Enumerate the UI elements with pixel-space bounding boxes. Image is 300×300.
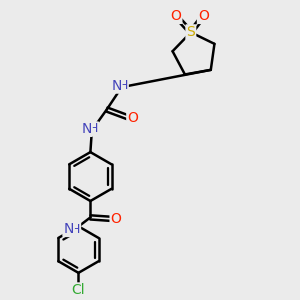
Text: H: H xyxy=(71,223,80,236)
Text: N: N xyxy=(111,79,122,93)
Text: O: O xyxy=(170,9,182,23)
Text: O: O xyxy=(198,9,209,23)
Text: Cl: Cl xyxy=(72,284,85,297)
Text: S: S xyxy=(187,25,195,39)
Text: N: N xyxy=(81,122,92,136)
Text: H: H xyxy=(118,79,128,92)
Text: H: H xyxy=(89,122,98,135)
Text: O: O xyxy=(111,212,122,226)
Text: O: O xyxy=(127,110,138,124)
Text: N: N xyxy=(63,222,74,236)
